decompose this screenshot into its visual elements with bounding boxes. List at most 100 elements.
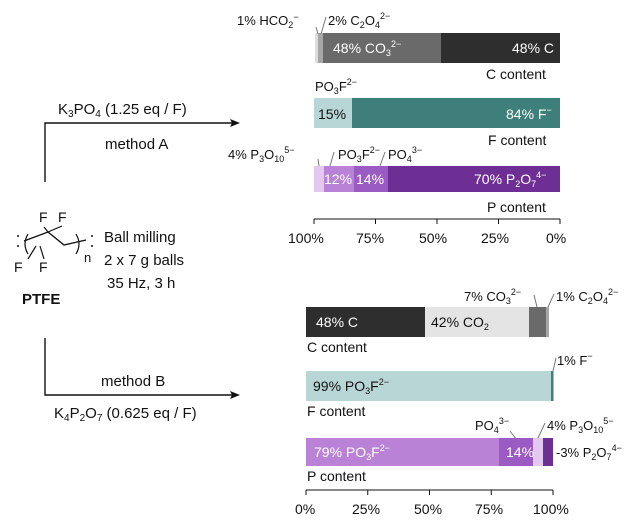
bar-a-f-content: [314, 98, 560, 128]
bar-a-p-seg-po4: [354, 166, 388, 192]
bar-a-p-seg-p3o10: [314, 166, 324, 192]
bar-a-c-seg-hco2: [315, 33, 318, 63]
tick-a-0: 0%: [546, 230, 566, 246]
leader-b-po4: [509, 430, 517, 440]
bond-f3: [27, 245, 37, 260]
leader-a-po3f-p: [329, 151, 335, 167]
bar-a-p-name: P content: [487, 199, 546, 215]
bar-b-p-seg-po3f: [306, 438, 499, 466]
tick-a-100: 100%: [288, 230, 324, 246]
bond-f4: [39, 245, 45, 260]
label-a-po4: PO43−: [388, 145, 422, 164]
bar-a-f-name: F content: [488, 132, 546, 148]
label-a-14pct: 14%: [356, 171, 384, 187]
leader-b-c2o4: [547, 293, 555, 308]
bar-b-c-seg-c: [306, 307, 425, 337]
tick-a-75: 75%: [356, 230, 384, 246]
label-b-p2o7: -3% P2O74−: [556, 443, 622, 462]
bar-a-c-content: [315, 33, 560, 63]
bar-b-c-content: [306, 307, 549, 337]
chart-method-a: 1% HCO2− 2% C2O42− 48% CO32− 48% C C con…: [228, 11, 566, 246]
bar-a-c-seg-co3: [323, 33, 441, 63]
bond-f1: [43, 226, 49, 233]
method-b-label: method B: [101, 373, 165, 390]
leader-a-po4: [379, 151, 386, 167]
bar-b-f-seg-f: [551, 371, 554, 401]
label-a-c2o4: 2% C2O42−: [328, 11, 390, 30]
label-a-f: 84% F−: [506, 105, 552, 122]
label-b-co3: 7% CO32−: [464, 287, 521, 306]
label-a-p2o7: 70% P2O74−: [474, 170, 546, 189]
atom-f-4: F: [14, 259, 23, 275]
chart-method-b: 48% C 42% CO2 7% CO32− 1% C2O42− C conte…: [295, 287, 622, 517]
label-b-c2o4: 1% C2O42−: [556, 287, 618, 306]
reaction-conditions: Ball milling 2 x 7 g balls 35 Hz, 3 h: [104, 229, 184, 292]
label-b-po3f: 99% PO3F2−: [313, 377, 389, 396]
leader-a-c2o4: [320, 16, 327, 35]
tick-a-50: 50%: [419, 230, 447, 246]
tick-a-25: 25%: [481, 230, 509, 246]
label-a-p3o10: 4% P3O105−: [228, 145, 295, 164]
label-b-f: 1% F−: [557, 351, 593, 368]
tick-b-75: 75%: [475, 501, 503, 517]
bar-b-p-seg-po4: [499, 438, 533, 466]
label-a-hco2: 1% HCO2−: [237, 12, 299, 30]
condition-3: 35 Hz, 3 h: [107, 275, 175, 292]
label-b-po3f-p: 79% PO3F2−: [314, 443, 390, 462]
ptfe-label: PTFE: [22, 291, 60, 308]
bar-b-c-seg-co2: [425, 307, 529, 337]
bar-a-f-seg-po3f: [314, 98, 352, 128]
leader-b-f: [552, 357, 557, 372]
ptfe-structure: F F F F n PTFE: [14, 209, 93, 308]
label-b-14pct: 14%: [506, 444, 534, 460]
chain-bond: [23, 231, 87, 246]
bar-b-f-name: F content: [307, 403, 365, 419]
repeat-subscript: n: [84, 250, 91, 265]
method-b-reagent: K4P2O7 (0.625 eq / F): [54, 405, 197, 424]
bar-b-f-seg-po3f: [306, 371, 551, 401]
end-dot-3: [91, 235, 93, 237]
label-a-po3f-p: PO3F2−: [338, 145, 380, 164]
bond-f2: [47, 225, 63, 233]
condition-1: Ball milling: [104, 229, 176, 246]
label-a-c: 48% C: [512, 40, 554, 56]
paren-left: [24, 233, 29, 255]
method-a-reagent: K3PO4 (1.25 eq / F): [58, 101, 187, 120]
end-dot-2: [17, 245, 19, 247]
end-dot-4: [91, 245, 93, 247]
bar-a-p-content: [314, 166, 560, 192]
leader-a-hco2: [315, 26, 319, 35]
label-b-p3o10: 4% P3O105−: [547, 416, 614, 435]
bar-b-p-seg-p3o10: [533, 438, 543, 466]
bar-a-p-seg-po3f: [324, 166, 354, 192]
tick-b-100: 100%: [533, 501, 569, 517]
tick-b-25: 25%: [352, 501, 380, 517]
method-a-label: method A: [105, 136, 168, 153]
arrow-method-b: [44, 338, 240, 399]
arrow-method-a: [44, 119, 240, 182]
end-dot-1: [17, 235, 19, 237]
label-b-po4: PO43−: [475, 416, 509, 435]
condition-2: 2 x 7 g balls: [104, 252, 184, 269]
axis-a: 100% 75% 50% 25% 0%: [288, 218, 566, 246]
bar-a-c-seg-c2o4: [318, 33, 323, 63]
label-a-15pct: 15%: [318, 106, 346, 122]
bar-a-c-seg-c: [441, 33, 560, 63]
paren-right: [75, 233, 80, 255]
bar-b-p-content: [306, 438, 553, 466]
tick-b-0: 0%: [295, 501, 315, 517]
bar-b-p-name: P content: [307, 468, 366, 484]
axis-b: 0% 25% 50% 75% 100%: [295, 489, 569, 517]
bar-b-c-seg-c2o4: [546, 307, 549, 337]
leader-b-p3o10: [537, 422, 546, 439]
leader-a-p3o10: [317, 158, 320, 167]
atom-f-1: F: [58, 209, 67, 225]
tick-b-50: 50%: [414, 501, 442, 517]
label-a-12pct: 12%: [324, 171, 352, 187]
label-b-co2: 42% CO2: [431, 314, 489, 332]
bar-b-f-content: [306, 371, 554, 401]
bar-a-c-name: C content: [486, 66, 546, 82]
atom-f-2: F: [39, 209, 48, 225]
bar-b-c-seg-co3: [529, 307, 546, 337]
